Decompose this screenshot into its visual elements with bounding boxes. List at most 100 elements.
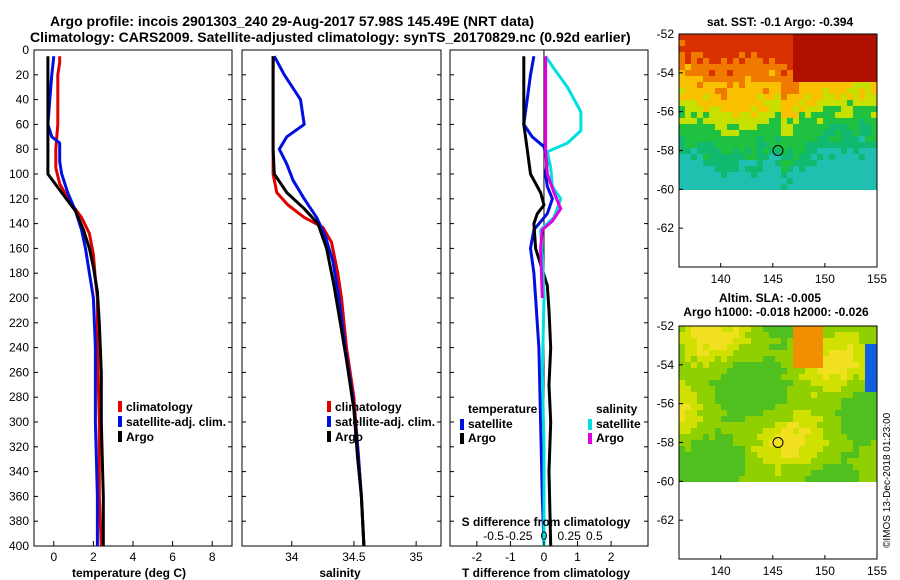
raster-cell bbox=[805, 470, 811, 476]
raster-cell bbox=[859, 380, 865, 386]
raster-cell bbox=[835, 100, 841, 106]
raster-cell bbox=[697, 124, 703, 130]
raster-cell bbox=[787, 422, 793, 428]
raster-cell bbox=[871, 386, 877, 392]
raster-cell bbox=[793, 410, 799, 416]
raster-cell bbox=[685, 142, 691, 148]
raster-cell bbox=[793, 46, 799, 52]
raster-cell bbox=[733, 46, 739, 52]
raster-cell bbox=[739, 410, 745, 416]
raster-cell bbox=[751, 70, 757, 76]
legend-argo: Argo bbox=[126, 430, 154, 444]
raster-cell bbox=[751, 154, 757, 160]
raster-cell bbox=[697, 326, 703, 332]
raster-cell bbox=[727, 440, 733, 446]
raster-cell bbox=[799, 398, 805, 404]
raster-cell bbox=[829, 374, 835, 380]
raster-cell bbox=[727, 464, 733, 470]
raster-cell bbox=[823, 124, 829, 130]
raster-cell bbox=[691, 356, 697, 362]
raster-cell bbox=[757, 476, 763, 482]
raster-cell bbox=[745, 464, 751, 470]
lon-tick-label: 155 bbox=[867, 564, 887, 578]
raster-cell bbox=[793, 344, 799, 350]
raster-cell bbox=[709, 178, 715, 184]
raster-cell bbox=[871, 118, 877, 124]
raster-cell bbox=[769, 94, 775, 100]
raster-cell bbox=[805, 46, 811, 52]
raster-cell bbox=[745, 380, 751, 386]
raster-cell bbox=[841, 446, 847, 452]
raster-cell bbox=[817, 374, 823, 380]
raster-cell bbox=[871, 422, 877, 428]
raster-cell bbox=[811, 106, 817, 112]
raster-cell bbox=[685, 82, 691, 88]
raster-cell bbox=[841, 124, 847, 130]
raster-cell bbox=[715, 142, 721, 148]
raster-cell bbox=[769, 124, 775, 130]
raster-cell bbox=[757, 362, 763, 368]
depth-tick-label: 160 bbox=[9, 241, 29, 255]
x2-tick-label: -0.25 bbox=[505, 529, 533, 543]
raster-cell bbox=[697, 160, 703, 166]
raster-cell bbox=[781, 112, 787, 118]
raster-cell bbox=[715, 428, 721, 434]
raster-cell bbox=[751, 464, 757, 470]
raster-cell bbox=[745, 70, 751, 76]
raster-cell bbox=[709, 88, 715, 94]
raster-cell bbox=[775, 124, 781, 130]
raster-cell bbox=[733, 338, 739, 344]
raster-cell bbox=[793, 40, 799, 46]
raster-cell bbox=[715, 470, 721, 476]
raster-cell bbox=[847, 178, 853, 184]
raster-cell bbox=[679, 398, 685, 404]
raster-cell bbox=[817, 368, 823, 374]
raster-cell bbox=[691, 458, 697, 464]
raster-cell bbox=[715, 76, 721, 82]
raster-cell bbox=[763, 136, 769, 142]
raster-cell bbox=[733, 82, 739, 88]
raster-cell bbox=[781, 380, 787, 386]
raster-cell bbox=[715, 94, 721, 100]
raster-cell bbox=[829, 154, 835, 160]
raster-cell bbox=[817, 142, 823, 148]
raster-cell bbox=[769, 184, 775, 190]
raster-cell bbox=[853, 160, 859, 166]
raster-cell bbox=[817, 422, 823, 428]
raster-cell bbox=[739, 118, 745, 124]
raster-cell bbox=[757, 470, 763, 476]
raster-cell bbox=[757, 160, 763, 166]
raster-cell bbox=[745, 356, 751, 362]
raster-cell bbox=[709, 34, 715, 40]
x-tick-label: 35 bbox=[409, 550, 423, 564]
raster-cell bbox=[847, 440, 853, 446]
raster-cell bbox=[703, 344, 709, 350]
raster-cell bbox=[835, 464, 841, 470]
raster-cell bbox=[769, 58, 775, 64]
raster-cell bbox=[697, 458, 703, 464]
raster-cell bbox=[841, 458, 847, 464]
raster-cell bbox=[865, 154, 871, 160]
raster-cell bbox=[721, 356, 727, 362]
legend-climatology: climatology bbox=[126, 400, 193, 414]
raster-cell bbox=[841, 416, 847, 422]
raster-cell bbox=[853, 52, 859, 58]
raster-cell bbox=[703, 422, 709, 428]
raster-cell bbox=[703, 350, 709, 356]
raster-cell bbox=[805, 350, 811, 356]
raster-cell bbox=[769, 362, 775, 368]
raster-cell bbox=[691, 416, 697, 422]
raster-cell bbox=[757, 452, 763, 458]
raster-cell bbox=[775, 40, 781, 46]
raster-cell bbox=[745, 100, 751, 106]
raster-cell bbox=[745, 94, 751, 100]
raster-cell bbox=[835, 166, 841, 172]
legend-swatch-climatology bbox=[327, 401, 331, 412]
raster-cell bbox=[763, 76, 769, 82]
legend-t-satellite: satellite bbox=[468, 417, 513, 431]
raster-cell bbox=[775, 416, 781, 422]
raster-cell bbox=[733, 452, 739, 458]
raster-cell bbox=[715, 178, 721, 184]
raster-cell bbox=[811, 184, 817, 190]
raster-cell bbox=[865, 118, 871, 124]
